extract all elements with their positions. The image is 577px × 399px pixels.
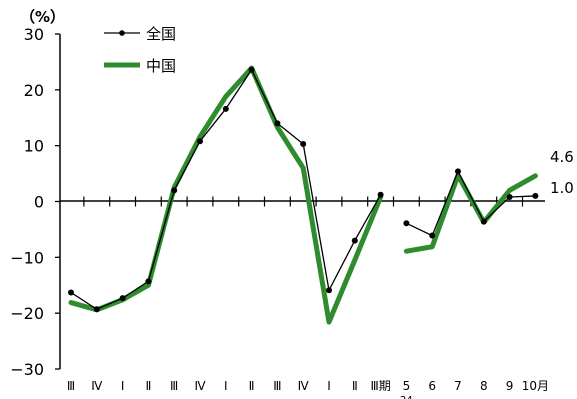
x-tick-labels: Ⅲ Ⅳ Ⅰ Ⅱ Ⅲ Ⅳ Ⅰ Ⅱ Ⅲ Ⅳ Ⅰ Ⅱ Ⅲ期 5 6 7 8 9 10月 24 [67, 379, 549, 399]
series-point-national [68, 289, 74, 296]
series-point-national [274, 120, 281, 127]
series-point-national [403, 220, 410, 227]
end-label-national: 1.0 [550, 179, 574, 197]
series-point-national [429, 232, 436, 239]
y-unit-label: （%） [20, 8, 65, 26]
series-line-chugoku [403, 172, 538, 254]
series-line-national [406, 169, 536, 237]
series-point-national [326, 287, 332, 294]
x-tick-label: 5 [403, 379, 411, 393]
x-tick-label: Ⅲ期 [370, 379, 390, 393]
y-ticks: 30 20 10 0 −10 −20 −30 [10, 25, 60, 379]
series-point-national [300, 140, 307, 147]
legend-label-chugoku: 中国 [146, 57, 176, 75]
series-point-national [480, 218, 487, 225]
series-point-national [248, 66, 255, 73]
end-label-chugoku: 4.6 [550, 148, 574, 166]
legend: 全国 中国 [104, 25, 176, 75]
x-tick-label: 6 [428, 379, 436, 393]
series-line-national [70, 68, 382, 310]
series-point-national [532, 192, 539, 199]
x-tick-label: Ⅳ [298, 379, 309, 393]
x-tick-label: Ⅰ [121, 379, 125, 393]
x-tick-label: Ⅲ [273, 379, 281, 393]
x-tick-label: Ⅱ [145, 379, 151, 393]
series-point-national [222, 105, 229, 112]
x-tick-label: 8 [480, 379, 488, 393]
y-tick-label: 30 [24, 25, 44, 44]
series-point-national [93, 306, 100, 313]
x-tick-label: 10月 [522, 379, 549, 393]
x-tick-label: Ⅱ [352, 379, 358, 393]
x-tick-label: Ⅲ [67, 379, 75, 393]
legend-marker-national [119, 30, 125, 36]
series-point-national [455, 168, 461, 175]
y-tick-label: −30 [10, 360, 44, 379]
y-tick-label: −20 [10, 304, 44, 323]
series-point-national [145, 278, 152, 285]
series-point-national [171, 187, 178, 194]
x-tick-label: Ⅰ [224, 379, 228, 393]
series-point-national [351, 237, 358, 244]
series-point-national [377, 191, 384, 198]
series-point-national [197, 138, 203, 145]
legend-label-national: 全国 [146, 25, 176, 43]
series-point-national [506, 194, 513, 201]
x-tick-label: Ⅰ [327, 379, 331, 393]
series-point-national [119, 295, 126, 302]
y-tick-label: 20 [24, 81, 44, 100]
x-tick-label: Ⅳ [194, 379, 205, 393]
x-tick-label: Ⅳ [91, 379, 102, 393]
x-sub-label: 24 [400, 395, 413, 399]
x-tick-label: 7 [454, 379, 462, 393]
y-tick-label: 0 [34, 193, 44, 212]
y-tick-label: −10 [10, 248, 44, 267]
x-tick-label: 9 [506, 379, 514, 393]
x-tick-label: Ⅱ [249, 379, 255, 393]
y-tick-label: 10 [24, 137, 44, 156]
series-layer [68, 65, 539, 325]
x-tick-label: Ⅲ [170, 379, 178, 393]
